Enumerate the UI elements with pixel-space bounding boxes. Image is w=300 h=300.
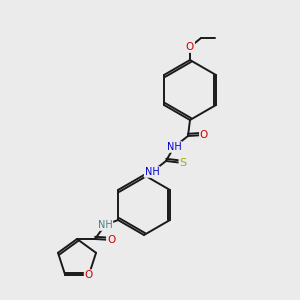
Text: O: O [200,130,208,140]
Text: NH: NH [98,220,112,230]
Text: S: S [179,158,187,168]
Text: O: O [186,42,194,52]
Text: O: O [85,270,93,280]
Text: NH: NH [145,167,159,177]
Text: O: O [107,235,115,245]
Text: NH: NH [167,142,182,152]
